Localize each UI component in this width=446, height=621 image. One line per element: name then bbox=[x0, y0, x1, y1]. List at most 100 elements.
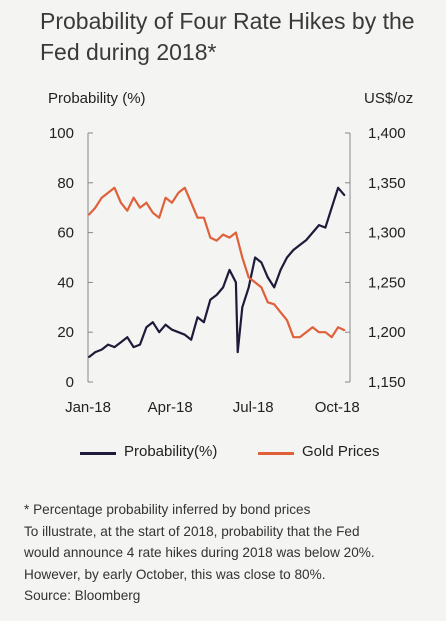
probability-data-point bbox=[215, 294, 218, 296]
gold-data-point bbox=[171, 201, 173, 204]
probability-data-point bbox=[311, 231, 314, 234]
gold-data-point bbox=[132, 196, 135, 199]
gold-data-point bbox=[184, 187, 186, 189]
probability-data-point bbox=[260, 261, 263, 264]
gold-data-point bbox=[120, 201, 122, 204]
probability-data-point bbox=[267, 276, 269, 279]
gold-data-point bbox=[260, 286, 263, 289]
right-axis-label: US$/oz bbox=[364, 90, 414, 107]
gold-data-point bbox=[267, 301, 269, 304]
gold-data-point bbox=[94, 206, 97, 209]
right-tick-label: 1,250 bbox=[368, 274, 406, 291]
x-tick-label: Apr-18 bbox=[148, 399, 193, 416]
probability-data-point bbox=[184, 333, 186, 336]
left-tick-label: 40 bbox=[57, 274, 74, 291]
probability-data-point bbox=[236, 351, 239, 353]
footnote-line: To illustrate, at the start of 2018, pro… bbox=[24, 523, 360, 539]
gold-data-point bbox=[337, 326, 339, 329]
probability-data-point bbox=[343, 194, 346, 197]
legend-label-probability: Probability(%) bbox=[124, 443, 218, 460]
gold-data-point bbox=[286, 319, 288, 322]
gold-data-point bbox=[273, 303, 276, 306]
x-tick-label: Jul-18 bbox=[233, 399, 274, 416]
probability-data-point bbox=[139, 343, 141, 346]
gold-data-point bbox=[203, 216, 205, 219]
footnote-line: * Percentage probability inferred by bon… bbox=[24, 502, 311, 517]
probability-data-point bbox=[190, 338, 192, 341]
footnote-line: Source: Bloomberg bbox=[24, 588, 141, 603]
probability-data-point bbox=[324, 226, 327, 229]
gold-data-point bbox=[254, 281, 256, 284]
probability-data-point bbox=[305, 239, 308, 241]
legend-swatch-probability bbox=[80, 452, 116, 455]
gold-data-point bbox=[324, 331, 327, 334]
left-tick-label: 100 bbox=[49, 125, 74, 142]
probability-data-point bbox=[126, 336, 129, 339]
gold-data-point bbox=[196, 216, 199, 219]
gold-data-point bbox=[305, 331, 308, 334]
probability-data-point bbox=[203, 321, 205, 324]
gold-data-point bbox=[228, 236, 231, 239]
probability-data-point bbox=[88, 356, 90, 358]
probability-data-point bbox=[241, 306, 244, 309]
probability-data-point bbox=[177, 331, 180, 334]
probability-data-point bbox=[292, 249, 295, 251]
gold-data-point bbox=[292, 336, 295, 339]
gold-data-point bbox=[113, 187, 116, 189]
probability-data-point bbox=[145, 326, 148, 329]
probability-data-point bbox=[330, 206, 333, 209]
right-tick-label: 1,350 bbox=[368, 175, 406, 192]
gold-data-point bbox=[152, 211, 154, 214]
probability-data-point bbox=[132, 346, 135, 348]
gold-data-point bbox=[215, 239, 218, 242]
gold-data-point bbox=[318, 331, 320, 334]
probability-data-point bbox=[273, 286, 276, 289]
left-tick-label: 0 bbox=[66, 374, 74, 391]
legend-swatch-gold bbox=[258, 452, 294, 455]
x-tick-label: Jan-18 bbox=[65, 399, 111, 416]
probability-data-point bbox=[222, 286, 224, 289]
probability-series-line bbox=[88, 186, 346, 358]
probability-data-point bbox=[279, 269, 282, 271]
footnote-line: would announce 4 rate hikes during 2018 … bbox=[24, 545, 375, 560]
gold-data-point bbox=[190, 201, 192, 204]
footnotes: * Percentage probability inferred by bon… bbox=[24, 499, 444, 607]
gold-data-point bbox=[88, 213, 90, 216]
right-tick-label: 1,200 bbox=[368, 324, 406, 341]
gold-data-point bbox=[145, 201, 148, 204]
footnote-line: However, by early October, this was clos… bbox=[24, 566, 326, 582]
gold-data-point bbox=[158, 216, 160, 219]
probability-data-point bbox=[228, 269, 231, 271]
gold-data-point bbox=[177, 192, 180, 194]
left-tick-label: 80 bbox=[57, 175, 74, 192]
gold-data-point bbox=[247, 276, 250, 279]
probability-data-point bbox=[235, 281, 237, 284]
gold-data-point bbox=[139, 206, 141, 209]
probability-data-point bbox=[120, 341, 122, 344]
gold-data-point bbox=[209, 236, 212, 239]
gold-data-point bbox=[241, 256, 244, 259]
left-tick-label: 20 bbox=[57, 324, 74, 341]
right-tick-label: 1,400 bbox=[368, 125, 406, 142]
legend-label-gold: Gold Prices bbox=[302, 443, 380, 460]
left-tick-label: 60 bbox=[57, 225, 74, 242]
probability-data-point bbox=[209, 299, 212, 301]
gold-data-point bbox=[107, 192, 109, 194]
probability-data-point bbox=[247, 286, 250, 289]
probability-data-point bbox=[299, 244, 301, 246]
right-tick-label: 1,300 bbox=[368, 225, 406, 242]
probability-data-point bbox=[196, 316, 199, 319]
probability-data-point bbox=[100, 348, 103, 351]
gold-data-point bbox=[330, 336, 333, 339]
probability-data-point bbox=[152, 321, 154, 324]
probability-data-point bbox=[158, 331, 160, 334]
probability-data-point bbox=[171, 328, 173, 331]
gold-data-point bbox=[126, 209, 129, 212]
probability-data-point bbox=[254, 256, 256, 259]
chart-legend: Probability(%) Gold Prices bbox=[80, 443, 420, 463]
probability-data-point bbox=[94, 351, 97, 353]
gold-data-point bbox=[299, 336, 301, 339]
probability-data-point bbox=[164, 323, 167, 326]
probability-data-point bbox=[113, 346, 116, 348]
